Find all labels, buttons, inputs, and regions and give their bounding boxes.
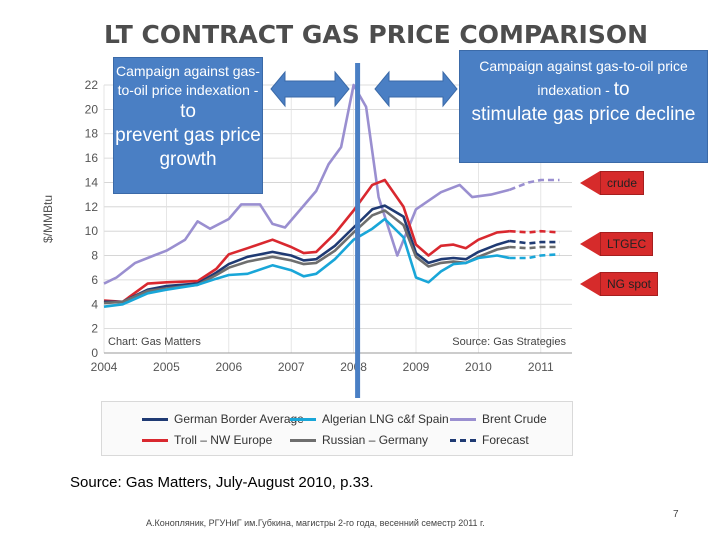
tag-arrow-tip xyxy=(580,171,600,195)
series-line xyxy=(103,83,510,285)
x-tick-label: 2010 xyxy=(465,360,492,374)
tag-arrow-tip xyxy=(580,272,600,296)
callout-right-to: to xyxy=(613,79,630,100)
y-tick-label: 0 xyxy=(91,346,98,360)
tag-arrow-tip xyxy=(580,232,600,256)
legend-swatch xyxy=(450,439,476,443)
y-tick-label: 2 xyxy=(91,322,98,336)
arrow-right-double xyxy=(374,70,458,108)
legend-item: Russian – Germany xyxy=(290,433,428,447)
series-line xyxy=(509,253,560,260)
y-tick-label: 22 xyxy=(85,78,99,92)
tag-ltgec-label: LTGEC xyxy=(600,232,654,256)
y-tick-label: 4 xyxy=(91,297,98,311)
tag-crude: crude xyxy=(580,171,645,195)
x-tick-label: 2011 xyxy=(528,360,554,374)
legend-label: Forecast xyxy=(482,433,529,447)
source-note: Source: Gas Strategies xyxy=(452,336,566,348)
legend-label: Troll – NW Europe xyxy=(174,433,273,447)
legend-label: Brent Crude xyxy=(482,412,547,426)
legend-item: Algerian LNG c&f Spain xyxy=(290,412,449,426)
callout-right-big: stimulate gas price decline xyxy=(471,104,696,125)
x-tick-label: 2004 xyxy=(91,360,118,374)
legend-item: Brent Crude xyxy=(450,412,547,426)
page-number: 7 xyxy=(673,509,679,520)
callout-right: Campaign against gas-to-oil price indexa… xyxy=(459,50,708,163)
y-tick-label: 10 xyxy=(85,224,99,238)
legend-swatch xyxy=(142,418,168,422)
x-tick-label: 2009 xyxy=(403,360,430,374)
legend-label: Algerian LNG c&f Spain xyxy=(322,412,449,426)
legend-label: German Border Average xyxy=(174,412,304,426)
legend-item: German Border Average xyxy=(142,412,304,426)
x-tick-label: 2005 xyxy=(153,360,180,374)
legend-swatch xyxy=(142,439,168,443)
y-tick-label: 6 xyxy=(91,273,98,287)
y-tick-label: 12 xyxy=(85,200,99,214)
chart-legend: German Border Average Algerian LNG c&f Sp… xyxy=(101,401,573,456)
tag-ng-spot: NG spot xyxy=(580,272,659,296)
y-tick-label: 18 xyxy=(85,127,99,141)
y-tick-label: 16 xyxy=(85,151,99,165)
slide-footer: А.Конопляник, РГУНиГ им.Губкина, магистр… xyxy=(146,518,485,528)
arrow-left-double xyxy=(270,70,350,108)
series-line xyxy=(103,217,510,308)
legend-item: Troll – NW Europe xyxy=(142,433,272,447)
y-tick-label: 14 xyxy=(85,175,99,189)
slide-source: Source: Gas Matters, July-August 2010, p… xyxy=(70,474,374,491)
callout-right-small: Campaign against gas-to-oil price indexa… xyxy=(479,58,688,98)
x-tick-label: 2007 xyxy=(278,360,305,374)
callout-left-big: prevent gas price growth xyxy=(115,125,261,170)
series-line xyxy=(509,178,560,192)
legend-swatch xyxy=(290,439,316,443)
tag-crude-label: crude xyxy=(600,171,645,195)
y-tick-label: 8 xyxy=(91,249,98,263)
legend-swatch xyxy=(450,418,476,422)
callout-left-small: Campaign against gas-to-oil price indexa… xyxy=(116,63,260,98)
x-tick-label: 2006 xyxy=(215,360,242,374)
series-line xyxy=(509,229,560,234)
slide-title: LT CONTRACT GAS PRICE COMPARISON xyxy=(104,20,648,49)
y-axis-label: $/MMBtu xyxy=(41,195,55,243)
y-tick-label: 20 xyxy=(85,102,99,116)
legend-swatch xyxy=(290,418,316,422)
series-line xyxy=(509,245,560,250)
callout-left: Campaign against gas-to-oil price indexa… xyxy=(113,57,263,194)
callout-left-to: to xyxy=(180,101,196,122)
tag-ng-spot-label: NG spot xyxy=(600,272,659,296)
legend-label: Russian – Germany xyxy=(322,433,429,447)
tag-ltgec: LTGEC xyxy=(580,232,654,256)
legend-item: Forecast xyxy=(450,433,529,447)
chart-note: Chart: Gas Matters xyxy=(108,336,201,348)
series-line xyxy=(509,239,560,245)
series-line xyxy=(103,178,510,304)
x-tick-label: 2008 xyxy=(340,360,367,374)
